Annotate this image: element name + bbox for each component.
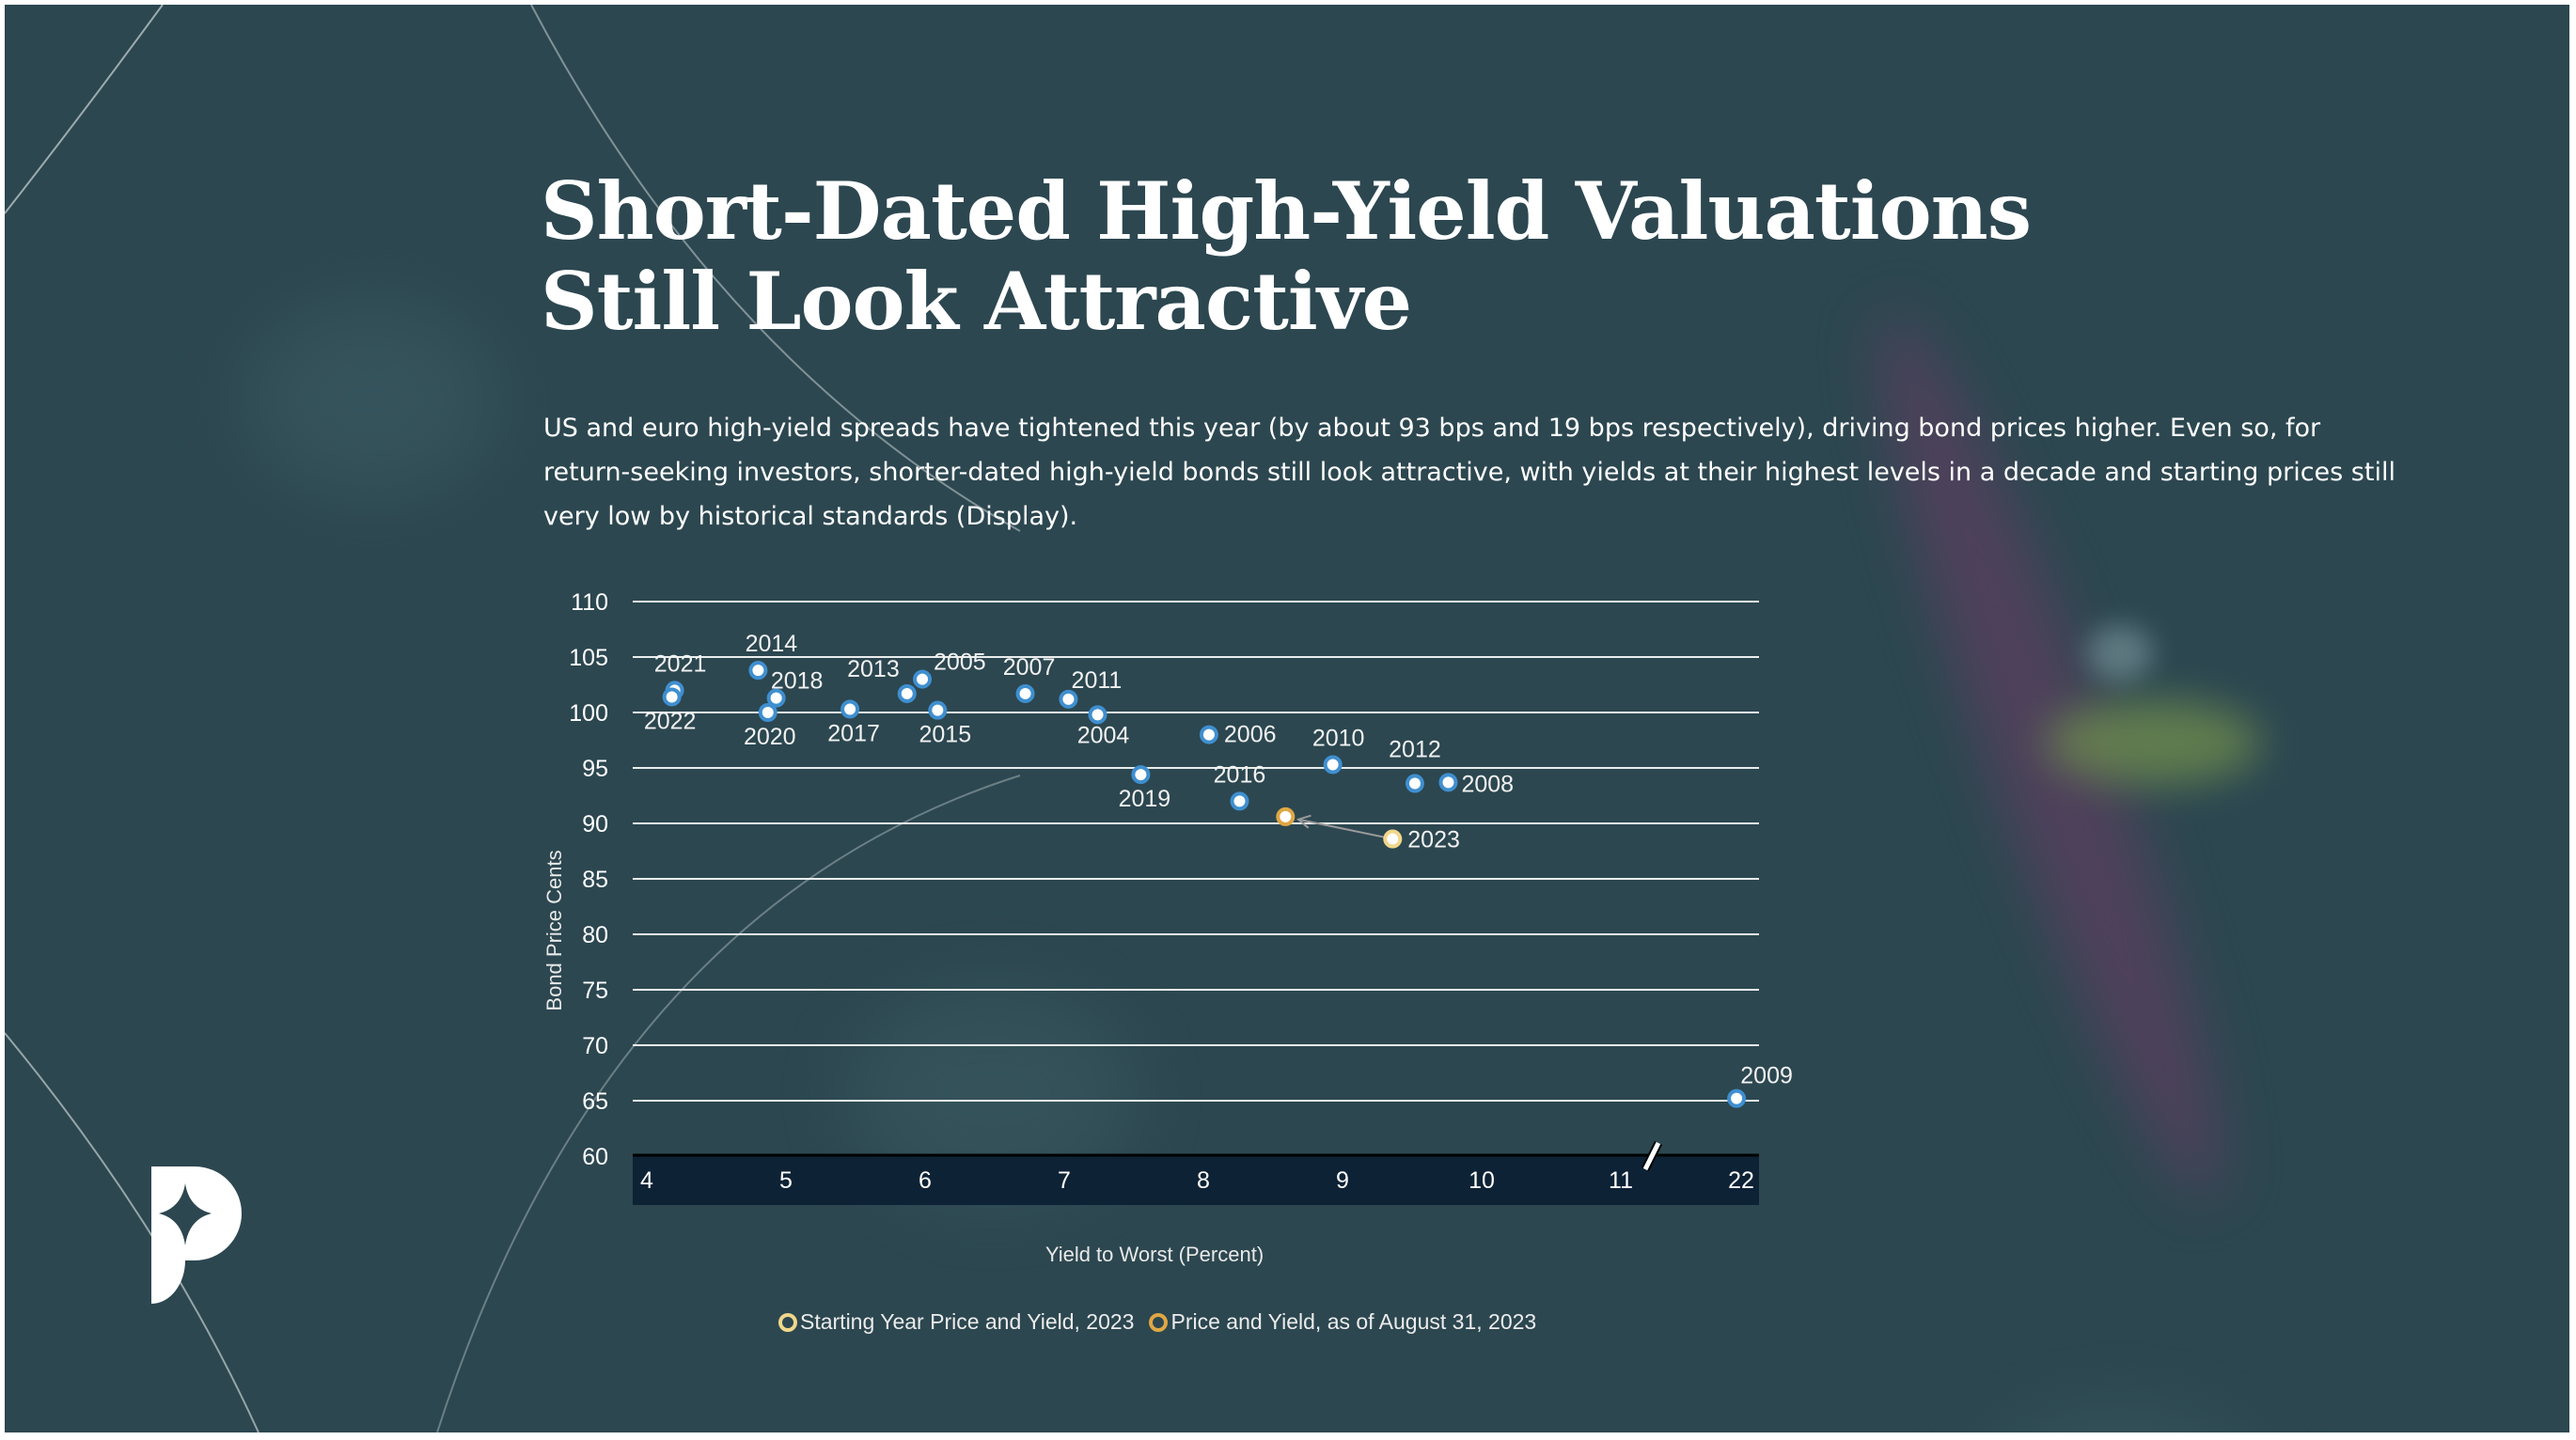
legend-item-start-2023[interactable]: Starting Year Price and Yield, 2023 [778,1309,1134,1335]
data-label-2010: 2010 [1312,725,1365,751]
data-label-2019: 2019 [1119,786,1171,812]
data-label-2014: 2014 [746,631,798,657]
y-tick-label: 85 [582,867,608,893]
description: US and euro high-yield spreads have tigh… [543,414,2395,531]
data-point-2015 [928,700,948,720]
data-point-2013 [897,683,917,703]
decor-arc [5,5,164,214]
data-point-2016 [1230,791,1249,811]
y-tick-labels: 110 105 100 95 90 85 80 75 70 65 60 [569,589,608,1170]
data-points: 2004 2005 2006 2007 2008 2009 2010 2011 2012 2013… [644,631,1793,1108]
x-tick-label: 4 [640,1167,653,1194]
data-point-2004 [1088,705,1107,725]
y-tick-label: 60 [582,1144,608,1170]
title-line-1: Short-Dated High-Yield Valuations [541,164,2032,258]
x-tick-label: 5 [779,1167,793,1194]
bg-kayak-paddler [2045,700,2261,785]
bg-water-highlight [249,305,494,493]
x-tick-label: 10 [1469,1167,1495,1194]
x-tick-labels: 4 5 6 7 8 9 10 11 22 [640,1167,1754,1194]
data-point-2022 [662,687,682,707]
y-tick-label: 65 [582,1088,608,1115]
decorative-arcs [5,5,1021,1432]
data-label-2021: 2021 [654,650,707,677]
data-label-2017: 2017 [827,720,880,746]
data-label-2004: 2004 [1077,722,1130,748]
arrow-head [1296,814,1312,829]
page-title: Short-Dated High-Yield Valuations Still … [541,164,2032,348]
gridlines [633,601,1759,1102]
legend-item-current-2023[interactable]: Price and Yield, as of August 31, 2023 [1149,1309,1536,1335]
data-label-2011: 2011 [1072,667,1123,694]
legend-swatch-icon [1149,1312,1169,1332]
data-label-2006: 2006 [1224,722,1277,748]
bg-kayak-head [2087,625,2153,681]
legend-label: Price and Yield, as of August 31, 2023 [1170,1309,1537,1334]
x-tick-label: 9 [1336,1167,1349,1194]
data-label-2012: 2012 [1389,737,1441,763]
x-tick-label: 6 [919,1167,932,1194]
x-tick-label: 8 [1197,1167,1210,1194]
data-label-2022: 2022 [644,708,697,734]
data-label-2020: 2020 [744,724,796,750]
data-point-2014 [748,661,768,681]
data-point-2019 [1131,765,1151,785]
data-label-2015: 2015 [919,722,972,748]
y-tick-label: 75 [582,978,608,1004]
data-point-2023 [1383,829,1403,849]
data-point-2017 [840,699,860,719]
data-point-2012 [1405,774,1424,793]
data-label-2008: 2008 [1461,771,1514,797]
data-point-current-2023 [1276,806,1296,826]
data-point-2020 [758,703,778,722]
data-point-2006 [1199,725,1218,744]
brand-logo-icon [151,1166,242,1304]
x-axis-bar [633,1154,1759,1205]
data-label-2005: 2005 [934,650,986,676]
y-tick-label: 110 [571,589,608,616]
data-point-2007 [1015,683,1035,703]
scatter-chart: 110 105 100 95 90 85 80 75 70 65 60 4 5 6 7 8 9 10 11 22 2… [542,589,1793,1266]
axis-break-mark [1642,1141,1661,1171]
legend-label: Starting Year Price and Yield, 2023 [800,1309,1135,1334]
x-axis-title: Yield to Worst (Percent) [1045,1243,1264,1266]
data-label-2016: 2016 [1214,761,1266,788]
decor-arc [530,5,1021,532]
slide: Short-Dated High-Yield Valuations Still … [5,5,2569,1432]
x-tick-label: 11 [1609,1167,1633,1194]
data-label-2009: 2009 [1740,1063,1793,1089]
y-tick-label: 90 [582,811,608,837]
data-point-2018 [766,688,786,708]
x-tick-label: 22 [1728,1167,1754,1194]
legend: Starting Year Price and Yield, 2023 Pric… [778,1309,1536,1335]
data-point-2005 [913,669,933,689]
data-point-2010 [1323,755,1343,775]
y-tick-label: 95 [582,756,608,782]
data-point-2008 [1438,773,1458,792]
data-label-2018: 2018 [771,668,824,695]
x-tick-label: 7 [1058,1167,1071,1194]
data-label-2007: 2007 [1003,654,1056,681]
y-tick-label: 70 [582,1033,608,1059]
y-tick-label: 100 [569,700,608,727]
axis-break-icon [1641,1140,1663,1172]
data-point-2009 [1727,1088,1747,1108]
title-line-2: Still Look Attractive [541,255,1412,348]
legend-swatch-icon [778,1312,797,1332]
decor-arc [5,1032,259,1432]
data-label-2013: 2013 [847,656,900,682]
data-point-2011 [1059,689,1078,709]
data-label-2023: 2023 [1407,827,1460,853]
y-tick-label: 105 [569,645,608,671]
y-axis-title: Bond Price Cents [542,850,566,1010]
decor-arc [436,775,1021,1432]
y-tick-label: 80 [582,922,608,948]
